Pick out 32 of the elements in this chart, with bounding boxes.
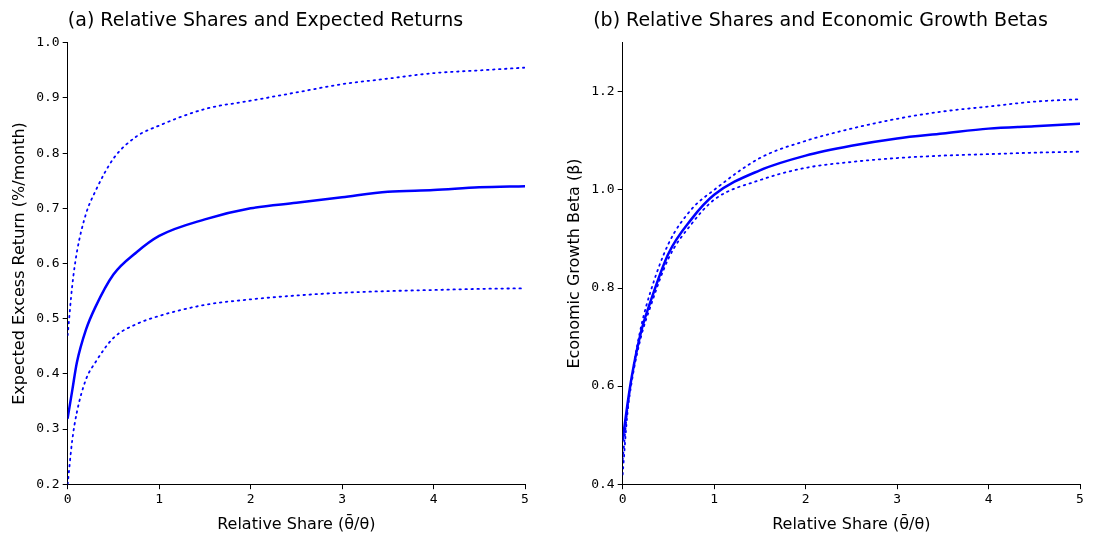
x-tick-label: 4 <box>984 491 993 507</box>
y-tick-label: 0.6 <box>36 254 60 270</box>
y-tick-label: 0.6 <box>591 377 615 393</box>
chart-title: (a) Relative Shares and Expected Returns <box>67 8 464 31</box>
y-tick-label: 0.3 <box>36 420 60 436</box>
x-axis-title: Relative Share (θ̄/θ) <box>772 513 931 533</box>
x-tick-label: 5 <box>521 491 529 507</box>
y-tick-label: 0.2 <box>36 475 60 491</box>
y-tick-label: 1.0 <box>36 34 60 50</box>
y-tick-label: 1.0 <box>591 181 615 197</box>
chart-title: (b) Relative Shares and Economic Growth Betas <box>593 8 1048 31</box>
y-tick-label: 0.5 <box>36 310 60 326</box>
y-axis-title: Expected Excess Return (%/month) <box>8 122 28 405</box>
x-tick-label: 3 <box>893 491 901 507</box>
x-tick-label: 3 <box>338 491 346 507</box>
y-axis-title: Economic Growth Beta (β) <box>563 158 583 369</box>
x-tick-label: 1 <box>155 491 164 507</box>
y-tick-label: 0.8 <box>36 144 60 160</box>
x-tick-label: 0 <box>63 491 72 507</box>
x-tick-label: 1 <box>710 491 719 507</box>
y-tick-label: 0.4 <box>36 365 60 381</box>
y-tick-label: 0.4 <box>591 475 615 491</box>
x-tick-label: 0 <box>618 491 627 507</box>
x-tick-label: 4 <box>429 491 438 507</box>
y-tick-label: 0.9 <box>36 89 60 105</box>
y-tick-label: 0.8 <box>591 279 615 295</box>
y-tick-label: 0.7 <box>36 199 60 215</box>
x-tick-label: 5 <box>1076 491 1084 507</box>
y-tick-label: 1.2 <box>591 83 615 99</box>
x-tick-label: 2 <box>246 491 255 507</box>
x-axis-title: Relative Share (θ̄/θ) <box>217 513 376 533</box>
x-tick-label: 2 <box>801 491 810 507</box>
